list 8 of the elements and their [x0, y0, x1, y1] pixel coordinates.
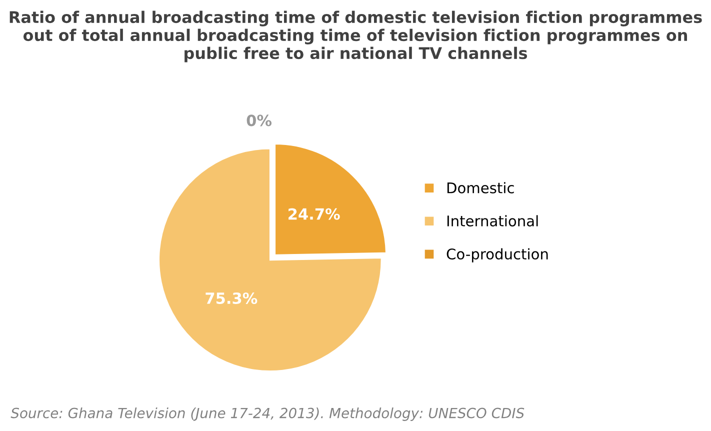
- source-note: Source: Ghana Television (June 17-24, 2013). Methodology: UNESCO CDIS: [10, 408, 524, 421]
- legend-label: International: [447, 215, 538, 226]
- legend-label: Co-production: [446, 248, 548, 262]
- data-label: 75.3%: [206, 292, 258, 304]
- chart-title: Ratio of annual broadcasting time of domestic television fiction programmes out of total annual broadcasting time of television fiction programmes on public free to air national TV channels: [10, 10, 702, 62]
- data-label: 24.7%: [288, 208, 340, 220]
- text: 0%: [246, 114, 272, 126]
- legend-label: Domestic: [447, 182, 514, 194]
